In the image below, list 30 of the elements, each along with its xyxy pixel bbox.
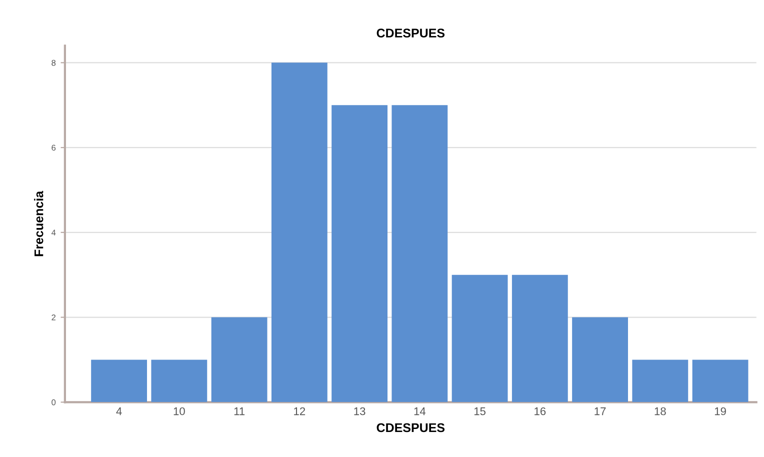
bar [512,274,568,402]
x-tick-label: 12 [294,407,306,416]
x-tick-label: 13 [354,407,366,416]
chart-title: CDESPUES [376,28,445,38]
x-tick-label: 17 [594,407,606,416]
x-tick-label: 15 [474,407,486,416]
x-tick-label: 18 [654,407,666,416]
y-axis-title: Frecuencia [34,190,44,256]
x-tick-label: 14 [414,407,426,416]
bar [572,317,628,402]
y-tick-label: 2 [52,314,56,320]
x-tick-label: 19 [714,407,726,416]
x-tick-label: 11 [234,407,245,416]
y-tick-label: 4 [51,230,56,236]
x-tick-label: 4 [116,407,122,416]
bar [692,360,748,402]
y-tick-label: 0 [52,399,56,406]
x-tick-label: 16 [534,407,546,416]
y-tick-label: 8 [52,60,56,66]
bar [392,105,448,402]
bar [632,360,688,402]
y-tick-label: 6 [52,144,56,151]
bar [452,274,508,402]
bar [211,317,268,402]
x-axis-title: CDESPUES [376,423,445,432]
x-tick-label: 10 [174,407,185,416]
bar [91,360,148,402]
bar [332,105,388,402]
bar [271,62,328,402]
bar [151,360,208,402]
